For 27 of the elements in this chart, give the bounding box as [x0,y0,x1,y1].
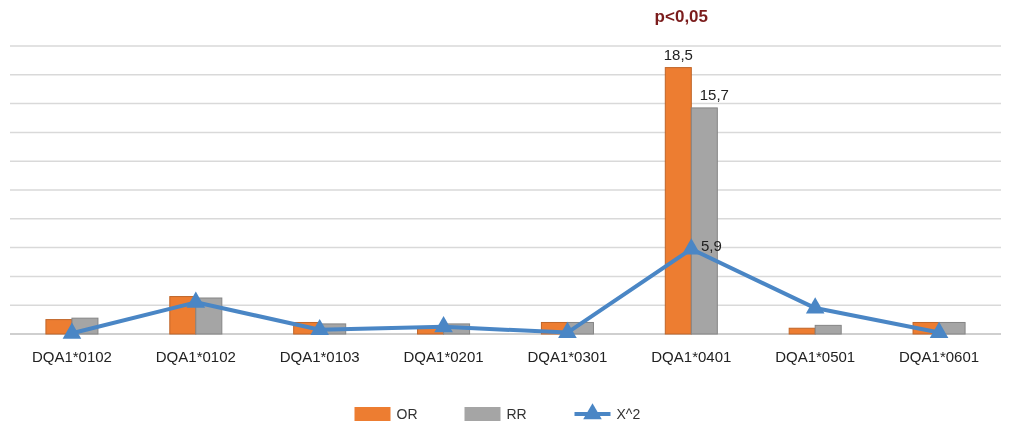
point [929,321,949,338]
x-tick-label: DQA1*0501 [775,348,856,365]
text: p<0,05 [654,7,709,26]
legend-label: OR [396,406,418,422]
x-tick-label: DQA1*0102 [155,348,236,365]
bar [788,327,816,335]
legend-label: RR [506,406,527,422]
x-tick-label: DQA1*0401 [651,348,732,365]
x-tick-label: DQA1*0201 [403,348,484,365]
point [682,238,701,255]
x-tick-label: DQA1*0103 [279,348,360,365]
point [310,318,329,336]
bar [814,324,842,335]
data-label: 18,5 [663,45,693,63]
point [186,291,206,308]
bar [45,319,73,335]
legend-label: X^2 [616,406,641,422]
data-label: 15,7 [699,85,729,103]
x-tick-label: DQA1*0601 [899,348,980,365]
x-tick-label: DQA1*0301 [527,348,608,365]
x-tick-label: DQA1*0102 [31,348,112,365]
data-label: 5,9 [700,237,722,255]
point [558,321,577,338]
point [62,322,82,339]
bar [664,67,692,335]
point [805,297,825,314]
point [434,316,453,333]
